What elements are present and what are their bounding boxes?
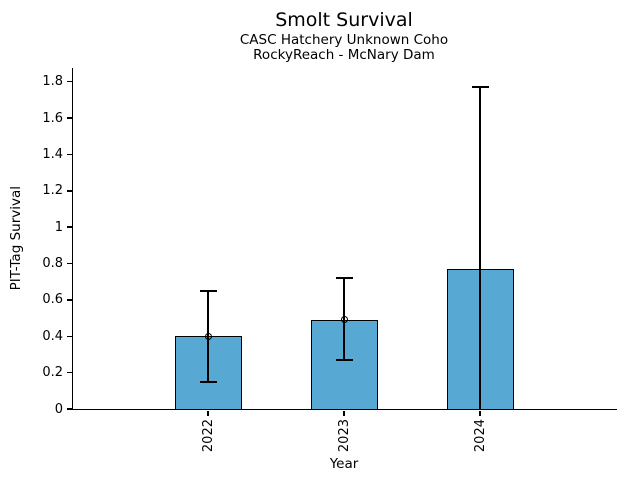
error-cap-bottom bbox=[199, 380, 217, 383]
y-tick-label: 1.4 bbox=[42, 146, 63, 162]
point-marker bbox=[204, 332, 212, 340]
x-tick-mark bbox=[479, 410, 481, 416]
y-axis-label: PIT-Tag Survival bbox=[8, 186, 24, 291]
error-bar-line bbox=[479, 87, 481, 409]
chart-subtitle-line1: CASC Hatchery Unknown Coho bbox=[239, 32, 449, 48]
y-tick-mark bbox=[66, 153, 72, 156]
y-tick-label: 0 bbox=[54, 401, 63, 417]
y-tick-label: 1.8 bbox=[42, 74, 63, 90]
y-tick-label: 0.6 bbox=[42, 292, 63, 308]
y-tick-mark bbox=[66, 226, 72, 228]
y-tick-mark bbox=[66, 299, 72, 301]
x-tick-label: 2022 bbox=[200, 419, 216, 453]
error-cap-bottom bbox=[335, 359, 353, 361]
y-tick-mark bbox=[66, 335, 72, 337]
chart-subtitle-line2: RockyReach - McNary Dam bbox=[253, 47, 435, 63]
y-tick-label: 1.6 bbox=[42, 110, 63, 126]
point-marker bbox=[340, 316, 348, 324]
y-tick-label: 0.8 bbox=[42, 256, 63, 271]
error-cap-top bbox=[335, 277, 353, 279]
chart-title: Smolt Survival bbox=[275, 9, 413, 31]
y-tick-mark bbox=[66, 190, 72, 192]
y-tick-label: 0.2 bbox=[42, 365, 63, 381]
x-tick-label: 2023 bbox=[336, 419, 352, 453]
error-cap-top bbox=[199, 289, 217, 292]
y-tick-label: 1 bbox=[54, 219, 63, 235]
y-tick-mark bbox=[66, 80, 72, 83]
x-tick-mark bbox=[343, 410, 345, 416]
y-tick-mark bbox=[66, 408, 72, 410]
y-tick-mark bbox=[66, 371, 72, 374]
error-cap-top bbox=[471, 86, 489, 88]
plot-area bbox=[72, 68, 617, 410]
y-tick-mark bbox=[66, 262, 72, 265]
x-axis-label: Year bbox=[329, 456, 359, 472]
y-tick-mark bbox=[66, 117, 72, 119]
y-tick-label: 1.2 bbox=[42, 183, 63, 199]
y-tick-label: 0.4 bbox=[42, 328, 63, 344]
x-tick-mark bbox=[207, 410, 209, 416]
x-tick-label: 2024 bbox=[472, 419, 488, 453]
